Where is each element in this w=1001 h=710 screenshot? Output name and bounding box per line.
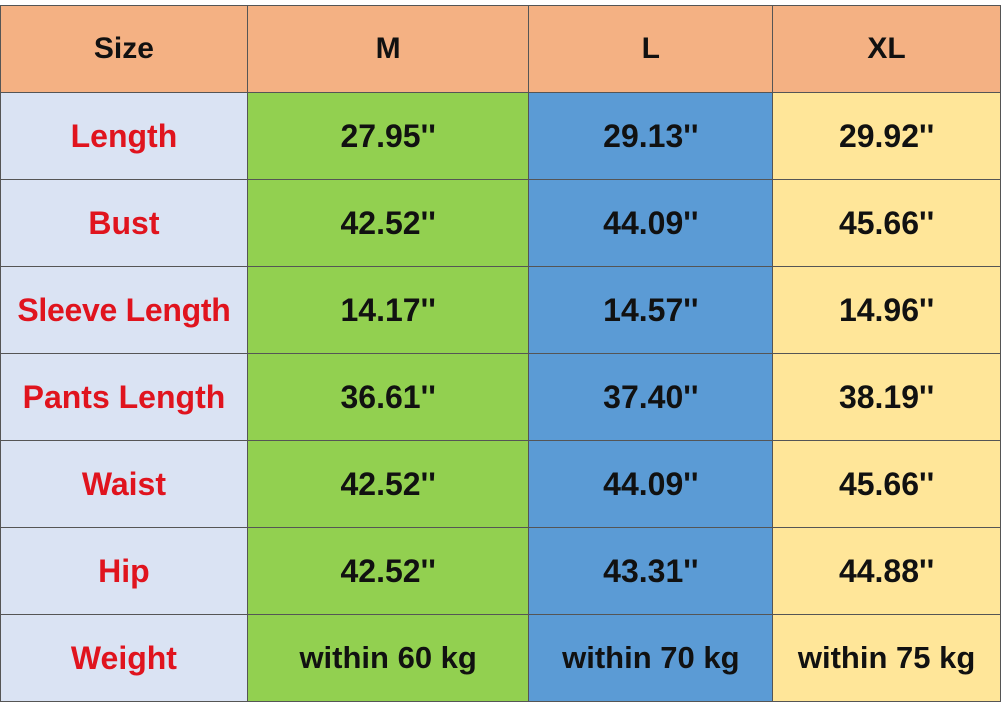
header-xl: XL bbox=[772, 5, 1001, 93]
cell-m: 36.61'' bbox=[246, 353, 530, 441]
row-label: Weight bbox=[0, 614, 248, 702]
cell-xl: 45.66'' bbox=[772, 440, 1001, 528]
row-label: Bust bbox=[0, 179, 248, 267]
header-m: M bbox=[246, 5, 530, 93]
cell-xl: 44.88'' bbox=[772, 527, 1001, 615]
cell-xl: 29.92'' bbox=[772, 92, 1001, 180]
row-label: Length bbox=[0, 92, 248, 180]
table-row-pants-length: Pants Length 36.61'' 37.40'' 38.19'' bbox=[0, 353, 1001, 441]
row-label: Pants Length bbox=[0, 353, 248, 441]
cell-l: 37.40'' bbox=[528, 353, 774, 441]
cell-m: within 60 kg bbox=[246, 614, 530, 702]
cell-m: 42.52'' bbox=[246, 440, 530, 528]
cell-xl: within 75 kg bbox=[772, 614, 1001, 702]
table-row-bust: Bust 42.52'' 44.09'' 45.66'' bbox=[0, 179, 1001, 267]
cell-m: 14.17'' bbox=[246, 266, 530, 354]
table-row-weight: Weight within 60 kg within 70 kg within … bbox=[0, 614, 1001, 702]
cell-xl: 14.96'' bbox=[772, 266, 1001, 354]
row-label: Hip bbox=[0, 527, 248, 615]
header-l: L bbox=[528, 5, 774, 93]
table-row-hip: Hip 42.52'' 43.31'' 44.88'' bbox=[0, 527, 1001, 615]
table-header-row: Size M L XL bbox=[0, 5, 1001, 93]
cell-l: within 70 kg bbox=[528, 614, 774, 702]
cell-xl: 38.19'' bbox=[772, 353, 1001, 441]
cell-m: 42.52'' bbox=[246, 179, 530, 267]
header-size: Size bbox=[0, 5, 248, 93]
cell-l: 43.31'' bbox=[528, 527, 774, 615]
cell-xl: 45.66'' bbox=[772, 179, 1001, 267]
size-chart-table: Size M L XL Length 27.95'' 29.13'' 29.92… bbox=[0, 5, 1001, 702]
table-row-sleeve-length: Sleeve Length 14.17'' 14.57'' 14.96'' bbox=[0, 266, 1001, 354]
table-row-length: Length 27.95'' 29.13'' 29.92'' bbox=[0, 92, 1001, 180]
table-row-waist: Waist 42.52'' 44.09'' 45.66'' bbox=[0, 440, 1001, 528]
cell-m: 42.52'' bbox=[246, 527, 530, 615]
cell-l: 14.57'' bbox=[528, 266, 774, 354]
cell-l: 29.13'' bbox=[528, 92, 774, 180]
row-label: Waist bbox=[0, 440, 248, 528]
cell-l: 44.09'' bbox=[528, 179, 774, 267]
row-label: Sleeve Length bbox=[0, 266, 248, 354]
cell-l: 44.09'' bbox=[528, 440, 774, 528]
cell-m: 27.95'' bbox=[246, 92, 530, 180]
